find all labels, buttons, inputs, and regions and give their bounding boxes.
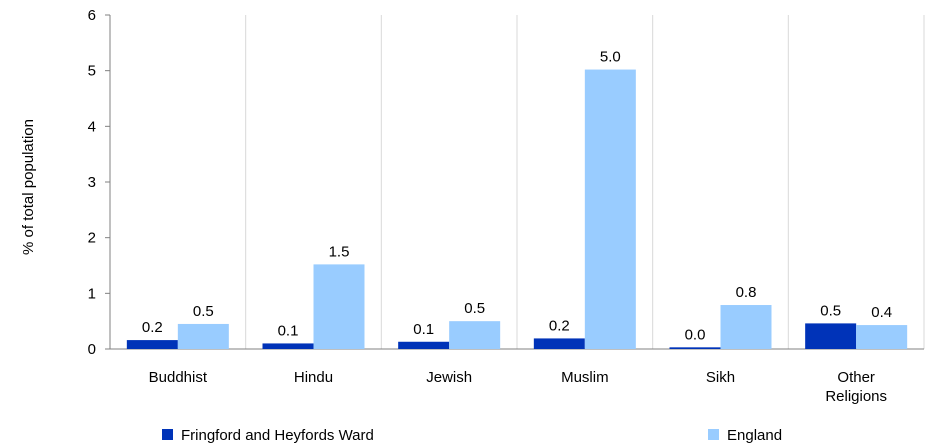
x-category-label: Religions (825, 388, 887, 405)
data-label: 0.0 (685, 326, 706, 343)
data-label: 0.4 (871, 304, 892, 321)
y-tick-label: 5 (88, 63, 96, 80)
bar (805, 323, 857, 349)
bar (398, 341, 450, 349)
data-labels: 0.2 0.5 0.1 1.5 0.1 0.5 0.2 5.0 0.0 0.8 0.5 0.4 (142, 49, 892, 344)
legend-swatch (708, 429, 719, 440)
data-label: 0.5 (464, 300, 485, 317)
y-tick-label: 6 (88, 7, 96, 24)
bar (449, 321, 501, 349)
legend-label: England (727, 427, 782, 444)
x-category-label: Buddhist (149, 369, 208, 386)
bar (177, 323, 229, 349)
y-tick-label: 1 (88, 285, 96, 302)
data-label: 0.8 (736, 284, 757, 301)
bar (262, 343, 314, 349)
x-category-label: Sikh (706, 369, 735, 386)
bar (533, 338, 585, 349)
grid-lines (245, 15, 925, 349)
data-label: 0.5 (193, 303, 214, 320)
data-label: 0.1 (413, 321, 434, 338)
bars (126, 69, 908, 349)
data-label: 5.0 (600, 49, 621, 66)
bar (313, 264, 365, 349)
bar (584, 69, 636, 349)
bar (126, 340, 178, 349)
y-tick-label: 0 (88, 341, 96, 358)
y-tick-label: 2 (88, 230, 96, 247)
legend-swatch (162, 429, 173, 440)
y-axis-label: % of total population (20, 119, 37, 255)
bar (720, 305, 772, 349)
y-tick-label: 4 (88, 118, 96, 135)
legend-label: Fringford and Heyfords Ward (181, 427, 374, 444)
data-label: 1.5 (329, 243, 350, 260)
y-axis-ticks: 0 1 2 3 4 5 6 (88, 7, 110, 358)
x-axis-categories: Buddhist Hindu Jewish Muslim Sikh Other Religi… (149, 369, 887, 405)
x-category-label: Other (837, 369, 875, 386)
data-label: 0.5 (820, 302, 841, 319)
data-label: 0.2 (142, 319, 163, 336)
bar (669, 347, 721, 349)
data-label: 0.1 (278, 322, 299, 339)
x-category-label: Muslim (561, 369, 609, 386)
y-tick-label: 3 (88, 174, 96, 191)
data-label: 0.2 (549, 317, 570, 334)
legend: Fringford and Heyfords Ward England (162, 427, 782, 444)
x-category-label: Jewish (426, 369, 472, 386)
x-category-label: Hindu (294, 369, 333, 386)
bar (856, 325, 908, 349)
